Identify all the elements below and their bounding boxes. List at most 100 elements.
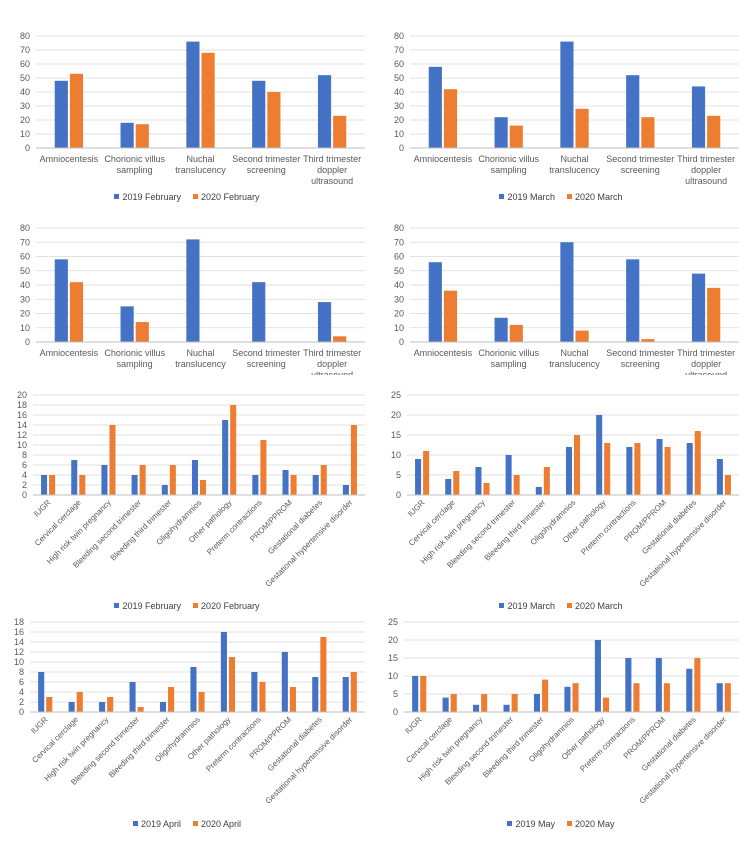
- y-tick-label: 10: [391, 450, 401, 460]
- legend-label: 2020 May: [575, 819, 615, 829]
- bar-2019: [655, 658, 662, 712]
- legend-entry: 2019 February: [114, 192, 181, 202]
- y-tick-label: 14: [14, 637, 24, 647]
- y-tick-label: 10: [17, 440, 27, 450]
- y-tick-label: 4: [19, 687, 24, 697]
- x-tick-label: Nuchal translucency: [549, 154, 600, 175]
- x-tick-label: Gestational diabetes: [266, 498, 324, 556]
- legend-label: 2019 May: [515, 819, 555, 829]
- bar-2020: [198, 692, 205, 712]
- x-tick-label: Chorionic villus sampling: [104, 154, 165, 175]
- legend-entry: 2020 February: [193, 601, 260, 611]
- bar-2020: [76, 692, 83, 712]
- bar-2020: [575, 108, 589, 148]
- y-tick-label: 20: [20, 115, 30, 125]
- chart-legend: 2019 February 2020 February: [0, 192, 374, 202]
- bar-2020: [443, 290, 458, 342]
- bar-2019: [54, 259, 68, 342]
- bar-2019: [494, 117, 508, 148]
- bar-2020: [320, 465, 327, 495]
- bar-2019: [281, 652, 288, 712]
- legend-swatch: [507, 821, 513, 827]
- legend-label: 2019 February: [122, 601, 181, 611]
- bar-2019: [252, 475, 259, 495]
- bar-2020: [724, 475, 731, 495]
- x-tick-label: Amniocentesis: [414, 154, 473, 164]
- legend-swatch: [193, 194, 198, 200]
- legend-swatch: [193, 603, 198, 609]
- bar-2019: [412, 676, 419, 712]
- x-tick-label: Bleeding third trimester: [107, 715, 172, 780]
- legend-label: 2020 February: [201, 601, 260, 611]
- y-tick-label: 20: [17, 390, 27, 400]
- y-tick-label: 40: [394, 87, 404, 97]
- bar-2019: [564, 686, 571, 712]
- bar-2019: [442, 697, 449, 712]
- y-tick-label: 15: [391, 430, 401, 440]
- bar-2019: [626, 75, 640, 148]
- bar-2020: [694, 431, 701, 495]
- x-tick-label: Second trimester screening: [232, 154, 300, 175]
- bar-2020: [169, 465, 176, 495]
- legend-entry: 2019 May: [507, 819, 555, 829]
- bar-2020: [289, 687, 296, 712]
- legend-entry: 2019 March: [499, 192, 555, 202]
- x-tick-label: Preterm contractions: [579, 498, 638, 557]
- bar-2019: [505, 455, 512, 495]
- y-tick-label: 30: [20, 294, 30, 304]
- bar-2020: [542, 679, 549, 712]
- y-tick-label: 2: [19, 697, 24, 707]
- y-tick-label: 16: [17, 410, 27, 420]
- y-tick-label: 30: [20, 101, 30, 111]
- bar-2019: [99, 702, 106, 712]
- chart-legend: 2019 April 2020 April: [0, 819, 374, 829]
- bar-2020: [228, 657, 236, 712]
- bar-2019: [475, 467, 482, 495]
- bar-2019: [186, 41, 200, 148]
- bar-2020: [135, 124, 149, 148]
- bar-2019: [312, 677, 319, 712]
- y-tick-label: 10: [20, 129, 30, 139]
- y-tick-label: 80: [20, 223, 30, 233]
- bar-2020: [543, 467, 550, 495]
- y-tick-label: 30: [394, 101, 404, 111]
- y-tick-label: 50: [394, 266, 404, 276]
- y-tick-label: 0: [396, 490, 401, 500]
- legend-swatch: [567, 603, 572, 609]
- bar-2020: [707, 287, 721, 342]
- bar-2019: [161, 485, 168, 495]
- bar-2019: [71, 460, 78, 495]
- y-tick-label: 40: [20, 87, 30, 97]
- y-tick-label: 10: [20, 323, 30, 333]
- bar-2020: [168, 687, 175, 712]
- chart-legend: 2019 February 2020 February: [0, 601, 374, 611]
- bar-2019: [120, 122, 134, 148]
- bar-2019: [54, 80, 68, 148]
- bar-2019: [533, 694, 541, 712]
- chart-panel: 0 10 20 30 40 50 60 70 80 Amniocentesis Chorionic …: [0, 20, 374, 210]
- bar-2020: [575, 330, 589, 342]
- chart-panel: 0 5 10 15 20 25 IUGR Cervical cerclage High risk…: [374, 615, 748, 830]
- bar-2020: [453, 471, 460, 495]
- y-tick-label: 80: [394, 223, 404, 233]
- bar-2019: [445, 479, 452, 495]
- x-tick-label: Third trimester doppler ultrasound: [677, 348, 735, 375]
- bar-2019: [428, 262, 442, 342]
- bar-2020: [201, 52, 215, 148]
- y-tick-label: 14: [17, 420, 27, 430]
- x-tick-label: Gestational diabetes: [640, 715, 698, 773]
- chart-panel: 0 10 20 30 40 50 60 70 80 Amniocentesis Chorionic …: [374, 20, 748, 210]
- bar-chart: 0 10 20 30 40 50 60 70 80 Amniocentesis Chorionic …: [20, 223, 365, 375]
- bar-2020: [420, 676, 427, 712]
- y-tick-label: 50: [394, 73, 404, 83]
- y-tick-label: 5: [393, 689, 398, 699]
- y-tick-label: 10: [394, 129, 404, 139]
- bar-2020: [513, 475, 520, 495]
- bar-2020: [79, 475, 86, 495]
- bar-2020: [509, 125, 523, 148]
- bar-2019: [686, 443, 693, 495]
- y-tick-label: 25: [391, 390, 401, 400]
- bar-2019: [716, 459, 723, 495]
- y-tick-label: 5: [396, 470, 401, 480]
